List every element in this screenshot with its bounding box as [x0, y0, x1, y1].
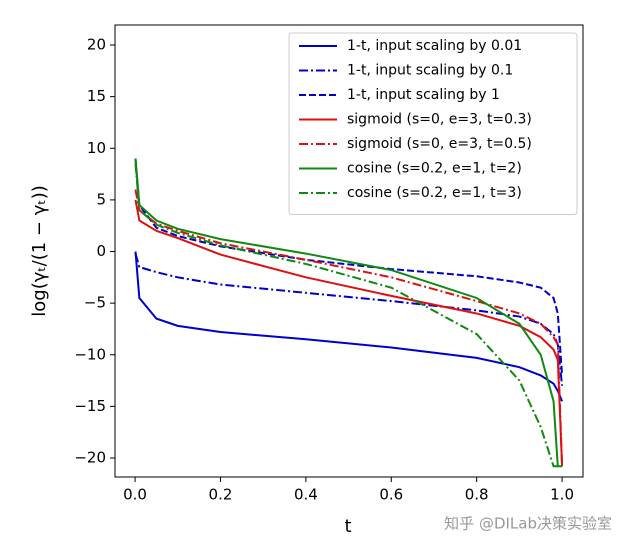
y-tick-label: −10 [74, 345, 106, 363]
y-tick-label: −15 [74, 397, 106, 415]
series-line [134, 253, 564, 386]
x-tick-label: 0.8 [465, 486, 489, 504]
plot-frame [114, 24, 584, 478]
x-tick-label: 1.0 [550, 486, 574, 504]
y-tick-label: 10 [87, 139, 106, 157]
legend-label: cosine (s=0.2, e=1, t=3) [347, 185, 522, 201]
series-line [134, 158, 563, 468]
y-tick-label: 15 [87, 87, 106, 105]
legend-label: sigmoid (s=0, e=3, t=0.3) [347, 112, 532, 128]
legend-label: 1-t, input scaling by 0.1 [347, 63, 513, 79]
legend-box [288, 32, 578, 215]
y-axis-label: log(γₜ/(1 − γₜ)) [29, 185, 50, 317]
y-tick-label: 0 [96, 242, 106, 260]
series-line [134, 199, 564, 467]
x-tick-label: 0.4 [294, 486, 318, 504]
y-tick-label: 5 [96, 190, 106, 208]
y-tick-label: −5 [84, 294, 106, 312]
x-tick-label: 0.0 [123, 486, 147, 504]
legend-label: cosine (s=0.2, e=1, t=2) [347, 161, 522, 177]
x-axis-label: t [344, 516, 351, 537]
legend-label: sigmoid (s=0, e=3, t=0.5) [347, 136, 532, 152]
series-line [134, 163, 563, 468]
series-line [134, 251, 564, 402]
legend-label: 1-t, input scaling by 0.01 [347, 38, 522, 54]
series-line [134, 189, 564, 467]
watermark: 知乎 @DILab决策实验室 [444, 515, 612, 533]
x-tick-label: 0.2 [209, 486, 233, 504]
x-tick-label: 0.6 [379, 486, 403, 504]
y-tick-label: −20 [74, 449, 106, 467]
legend-label: 1-t, input scaling by 1 [347, 87, 500, 103]
y-tick-label: 20 [87, 36, 106, 54]
series-line [134, 158, 564, 376]
